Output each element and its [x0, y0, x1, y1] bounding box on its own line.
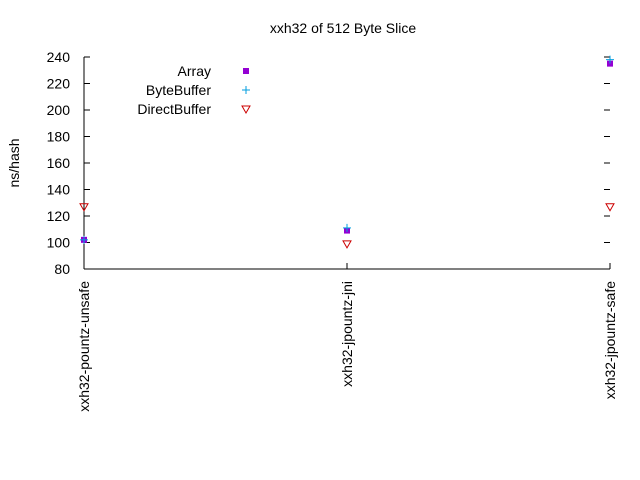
chart-title: xxh32 of 512 Byte Slice	[270, 20, 417, 36]
y-axis-label: ns/hash	[6, 138, 22, 187]
legend-label: DirectBuffer	[137, 101, 211, 117]
y-axis: 80 100 120 140 160 180 200 220 240	[47, 49, 610, 277]
legend-marker	[242, 86, 250, 94]
x-axis: xxh32-pountz-unsafe xxh32-jpountz-jni xxh3…	[76, 263, 618, 412]
series-directbuffer	[79, 203, 615, 249]
plot-area	[79, 55, 615, 249]
data-point	[80, 235, 88, 244]
y-tick-label: 220	[47, 76, 71, 92]
y-tick-label: 100	[47, 235, 71, 251]
legend-marker	[243, 68, 249, 74]
y-tick-label: 240	[47, 49, 71, 65]
x-tick-label: xxh32-jpountz-jni	[339, 281, 355, 387]
legend-label: ByteBuffer	[146, 82, 211, 98]
data-point	[606, 55, 614, 64]
y-tick-label: 120	[47, 208, 71, 224]
y-tick-label: 180	[47, 129, 71, 145]
y-tick-label: 140	[47, 182, 71, 198]
data-point	[342, 240, 352, 249]
y-tick-label: 200	[47, 102, 71, 118]
x-tick-label: xxh32-pountz-unsafe	[76, 281, 92, 412]
legend: Array ByteBuffer DirectBuffer	[137, 63, 251, 117]
data-point	[79, 203, 89, 212]
y-tick-label: 160	[47, 155, 71, 171]
legend-marker	[241, 105, 251, 115]
series-bytebuffer	[80, 55, 614, 244]
x-tick-label: xxh32-jpountz-safe	[602, 281, 618, 400]
legend-label: Array	[178, 63, 211, 79]
data-point	[343, 223, 351, 232]
data-point	[605, 203, 615, 212]
y-tick-label: 80	[54, 261, 70, 277]
